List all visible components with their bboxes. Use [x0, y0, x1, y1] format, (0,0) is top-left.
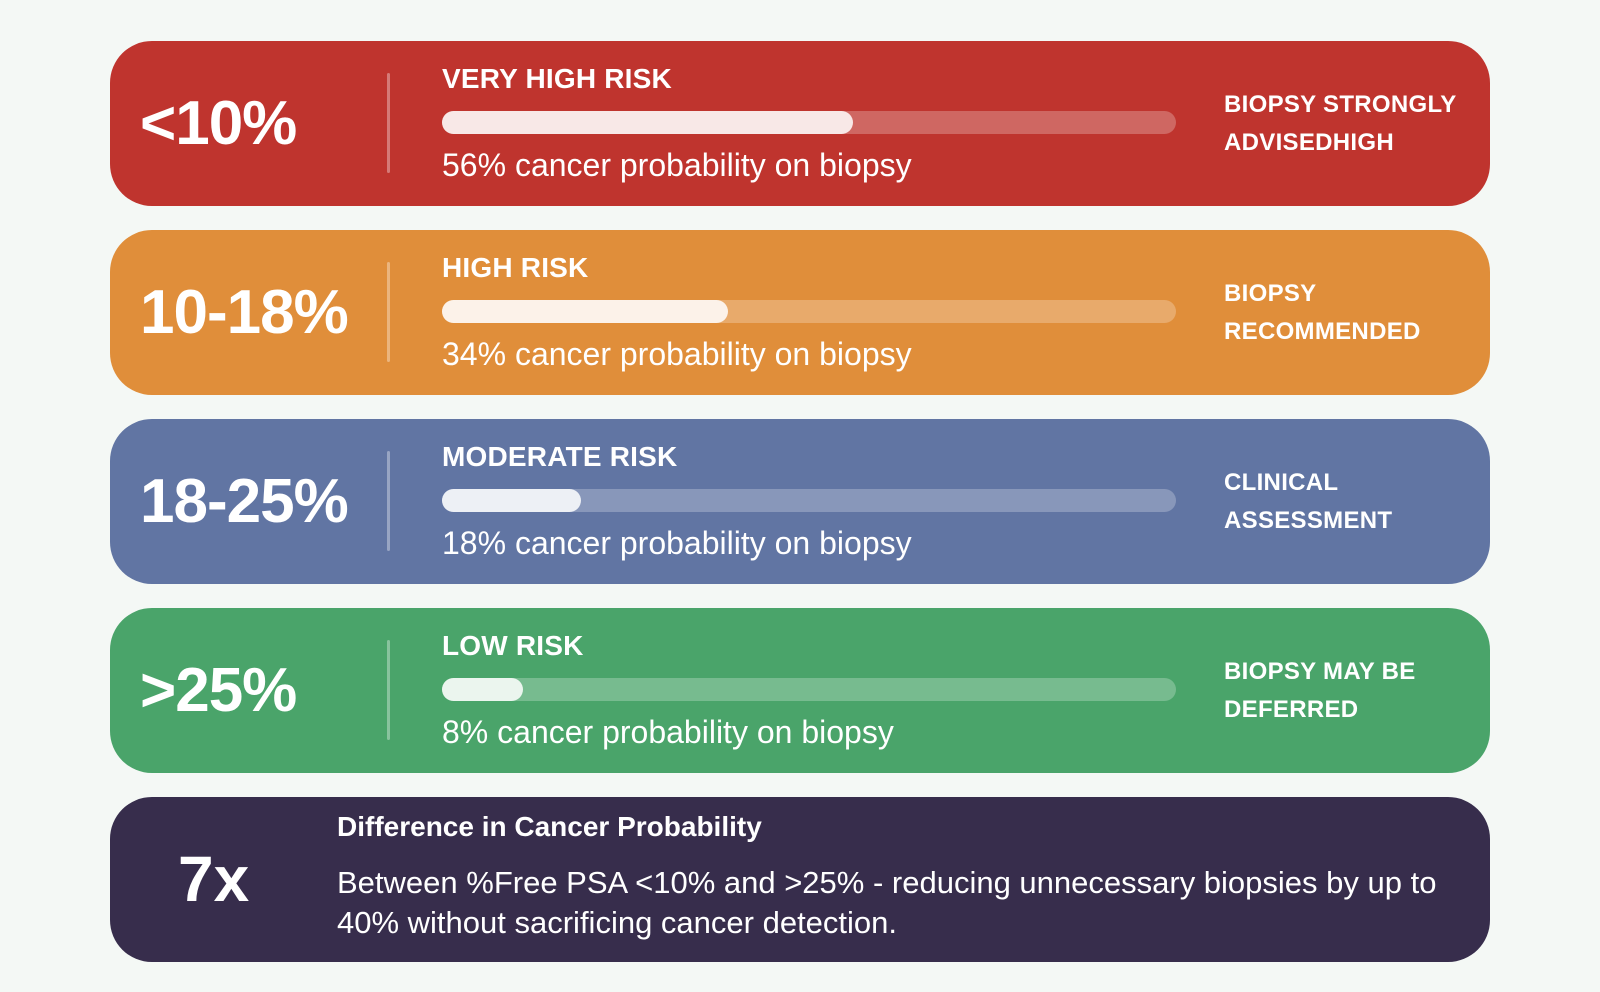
psa-range: <10% — [140, 89, 297, 158]
probability-bar-fill — [442, 111, 854, 134]
risk-tier-card: >25% LOW RISK 8% cancer probability on b… — [110, 608, 1490, 773]
recommendation-text: BIOPSY MAY BE DEFERRED — [1224, 657, 1416, 723]
divider — [387, 640, 390, 740]
multiplier-value: 7x — [178, 843, 250, 915]
probability-bar-fill — [442, 300, 729, 323]
divider — [387, 262, 390, 362]
psa-range: 18-25% — [140, 467, 349, 536]
risk-level: MODERATE RISK — [442, 441, 678, 472]
probability-description: 34% cancer probability on biopsy — [442, 336, 912, 372]
summary-card: 7x Difference in Cancer Probability Betw… — [110, 797, 1490, 962]
recommendation: BIOPSY STRONGLY ADVISEDHIGH — [1224, 41, 1484, 206]
summary-body: Between %Free PSA <10% and >25% - reduci… — [337, 865, 1437, 940]
probability-bar — [442, 678, 1176, 701]
summary-title: Difference in Cancer Probability — [337, 811, 762, 842]
recommendation-text: BIOPSY STRONGLY ADVISEDHIGH — [1224, 90, 1457, 156]
risk-tier-card: 10-18% HIGH RISK 34% cancer probability … — [110, 230, 1490, 395]
risk-tier-card: 18-25% MODERATE RISK 18% cancer probabil… — [110, 419, 1490, 584]
psa-range: >25% — [140, 656, 297, 725]
probability-description: 56% cancer probability on biopsy — [442, 147, 912, 183]
risk-level: LOW RISK — [442, 630, 584, 661]
probability-description: 18% cancer probability on biopsy — [442, 525, 912, 561]
probability-bar-fill — [442, 489, 582, 512]
divider — [387, 451, 390, 551]
recommendation-text: CLINICAL ASSESSMENT — [1224, 468, 1393, 534]
recommendation: BIOPSY RECOMMENDED — [1224, 230, 1484, 395]
probability-bar — [442, 300, 1176, 323]
probability-bar — [442, 489, 1176, 512]
psa-range: 10-18% — [140, 278, 349, 347]
recommendation: CLINICAL ASSESSMENT — [1224, 419, 1484, 584]
recommendation: BIOPSY MAY BE DEFERRED — [1224, 608, 1484, 773]
probability-bar-fill — [442, 678, 523, 701]
probability-bar — [442, 111, 1176, 134]
probability-description: 8% cancer probability on biopsy — [442, 714, 894, 750]
risk-level: HIGH RISK — [442, 252, 589, 283]
divider — [387, 73, 390, 173]
recommendation-text: BIOPSY RECOMMENDED — [1224, 279, 1421, 345]
risk-level: VERY HIGH RISK — [442, 63, 672, 94]
risk-tier-card: <10% VERY HIGH RISK 56% cancer probabili… — [110, 41, 1490, 206]
